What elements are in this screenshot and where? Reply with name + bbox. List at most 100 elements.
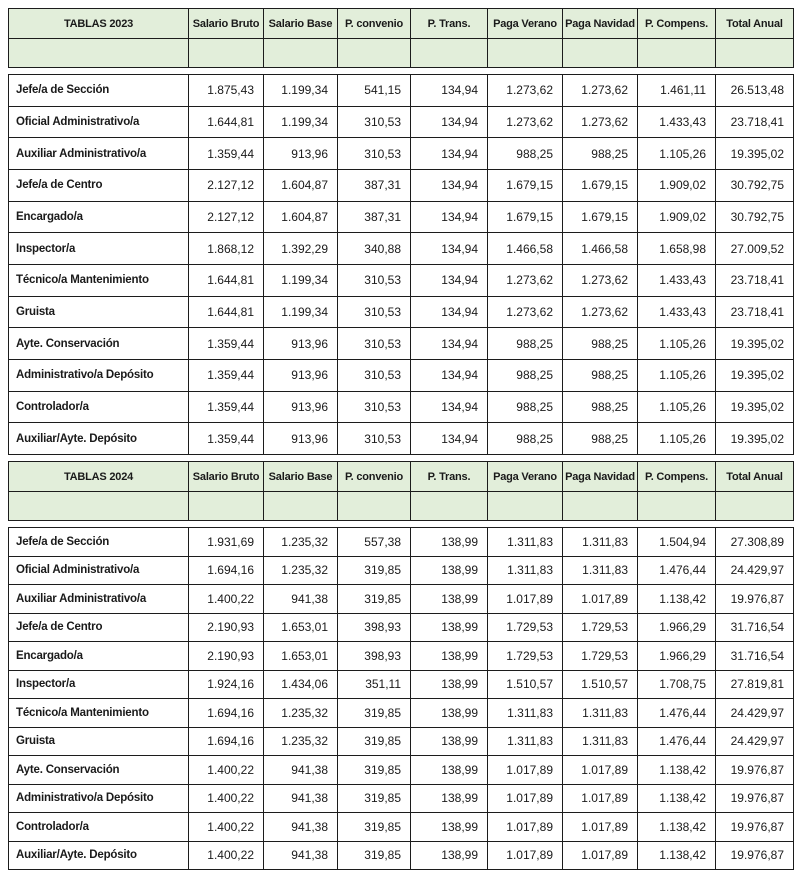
value-cell: 319,85	[337, 755, 411, 785]
value-cell: 319,85	[337, 840, 411, 870]
empty-cell	[337, 38, 411, 68]
value-cell: 1.604,87	[263, 200, 338, 234]
value-cell: 1.017,89	[487, 840, 563, 870]
value-cell: 2.190,93	[188, 612, 264, 642]
table-row: Auxiliar/Ayte. Depósito 1.400,22 941,38 319…	[8, 840, 794, 870]
value-cell: 134,94	[410, 105, 488, 139]
value-cell: 310,53	[337, 390, 411, 424]
table-row: Auxiliar/Ayte. Depósito 1.359,44 913,96 310…	[8, 422, 794, 455]
value-cell: 1.273,62	[487, 295, 563, 329]
column-header-p-compens: P. Compens.	[637, 8, 716, 39]
table-row: Ayte. Conservación 1.359,44 913,96 310,53 13…	[8, 327, 794, 360]
value-cell: 1.729,53	[487, 612, 563, 642]
value-cell: 1.400,22	[188, 812, 264, 842]
value-cell: 1.138,42	[637, 840, 716, 870]
row-label-cell: Auxiliar/Ayte. Depósito	[8, 840, 189, 870]
value-cell: 941,38	[263, 812, 338, 842]
value-cell: 1.138,42	[637, 755, 716, 785]
header-row: TABLAS 2023 Salario Bruto Salario Base P…	[8, 8, 794, 39]
value-cell: 138,99	[410, 812, 488, 842]
value-cell: 941,38	[263, 783, 338, 813]
empty-cell	[410, 38, 488, 68]
value-cell: 988,25	[562, 422, 638, 455]
value-cell: 1.966,29	[637, 641, 716, 671]
value-cell: 134,94	[410, 137, 488, 170]
row-label-cell: Controlador/a	[8, 390, 189, 424]
value-cell: 913,96	[263, 327, 338, 360]
table-row: Administrativo/a Depósito 1.359,44 913,96 3…	[8, 358, 794, 392]
value-cell: 1.017,89	[562, 755, 638, 785]
value-cell: 1.105,26	[637, 327, 716, 360]
value-cell: 1.729,53	[562, 612, 638, 642]
value-cell: 2.190,93	[188, 641, 264, 671]
value-cell: 138,99	[410, 783, 488, 813]
value-cell: 1.466,58	[562, 232, 638, 265]
value-cell: 138,99	[410, 527, 488, 557]
value-cell: 1.359,44	[188, 327, 264, 360]
value-cell: 387,31	[337, 168, 411, 202]
value-cell: 26.513,48	[715, 74, 794, 107]
row-label-cell: Gruista	[8, 726, 189, 756]
value-cell: 913,96	[263, 358, 338, 392]
value-cell: 1.729,53	[562, 641, 638, 671]
value-cell: 1.105,26	[637, 137, 716, 170]
value-cell: 1.017,89	[487, 812, 563, 842]
value-cell: 941,38	[263, 755, 338, 785]
value-cell: 1.644,81	[188, 105, 264, 139]
table-row: Jefe/a de Centro 2.127,12 1.604,87 387,31 13…	[8, 168, 794, 202]
value-cell: 23.718,41	[715, 263, 794, 297]
value-cell: 1.199,34	[263, 105, 338, 139]
value-cell: 1.017,89	[562, 840, 638, 870]
value-cell: 31.716,54	[715, 641, 794, 671]
value-cell: 1.311,83	[487, 555, 563, 585]
value-cell: 138,99	[410, 726, 488, 756]
value-cell: 138,99	[410, 840, 488, 870]
value-cell: 310,53	[337, 422, 411, 455]
empty-cell	[715, 491, 794, 521]
value-cell: 19.976,87	[715, 840, 794, 870]
empty-cell	[263, 38, 338, 68]
empty-cell	[487, 491, 563, 521]
value-cell: 134,94	[410, 327, 488, 360]
table-row: Auxiliar Administrativo/a 1.359,44 913,96 3…	[8, 137, 794, 170]
salary-table-2023-header: TABLAS 2023 Salario Bruto Salario Base P…	[8, 8, 794, 68]
value-cell: 1.644,81	[188, 295, 264, 329]
value-cell: 1.729,53	[487, 641, 563, 671]
value-cell: 310,53	[337, 137, 411, 170]
value-cell: 1.105,26	[637, 358, 716, 392]
row-label-cell: Administrativo/a Depósito	[8, 358, 189, 392]
value-cell: 1.273,62	[487, 105, 563, 139]
table-row: Gruista 1.644,81 1.199,34 310,53 134,94 1.273…	[8, 295, 794, 329]
value-cell: 1.653,01	[263, 612, 338, 642]
value-cell: 319,85	[337, 726, 411, 756]
value-cell: 1.105,26	[637, 390, 716, 424]
value-cell: 1.679,15	[487, 168, 563, 202]
value-cell: 319,85	[337, 812, 411, 842]
value-cell: 1.510,57	[562, 669, 638, 699]
value-cell: 1.138,42	[637, 783, 716, 813]
value-cell: 1.679,15	[562, 200, 638, 234]
value-cell: 1.433,43	[637, 263, 716, 297]
value-cell: 1.017,89	[487, 584, 563, 614]
value-cell: 1.433,43	[637, 295, 716, 329]
value-cell: 1.311,83	[562, 726, 638, 756]
empty-cell	[8, 491, 189, 521]
value-cell: 24.429,97	[715, 555, 794, 585]
empty-cell	[487, 38, 563, 68]
value-cell: 1.138,42	[637, 812, 716, 842]
row-label-cell: Oficial Administrativo/a	[8, 105, 189, 139]
value-cell: 27.308,89	[715, 527, 794, 557]
value-cell: 1.510,57	[487, 669, 563, 699]
value-cell: 988,25	[487, 358, 563, 392]
value-cell: 138,99	[410, 641, 488, 671]
column-header-salario-base: Salario Base	[263, 8, 338, 39]
value-cell: 134,94	[410, 358, 488, 392]
value-cell: 23.718,41	[715, 295, 794, 329]
value-cell: 1.433,43	[637, 105, 716, 139]
value-cell: 310,53	[337, 327, 411, 360]
row-label-cell: Jefe/a de Sección	[8, 527, 189, 557]
value-cell: 988,25	[487, 390, 563, 424]
value-cell: 1.273,62	[562, 295, 638, 329]
row-label-cell: Encargado/a	[8, 641, 189, 671]
table-row: Jefe/a de Sección 1.875,43 1.199,34 541,15 1…	[8, 74, 794, 107]
